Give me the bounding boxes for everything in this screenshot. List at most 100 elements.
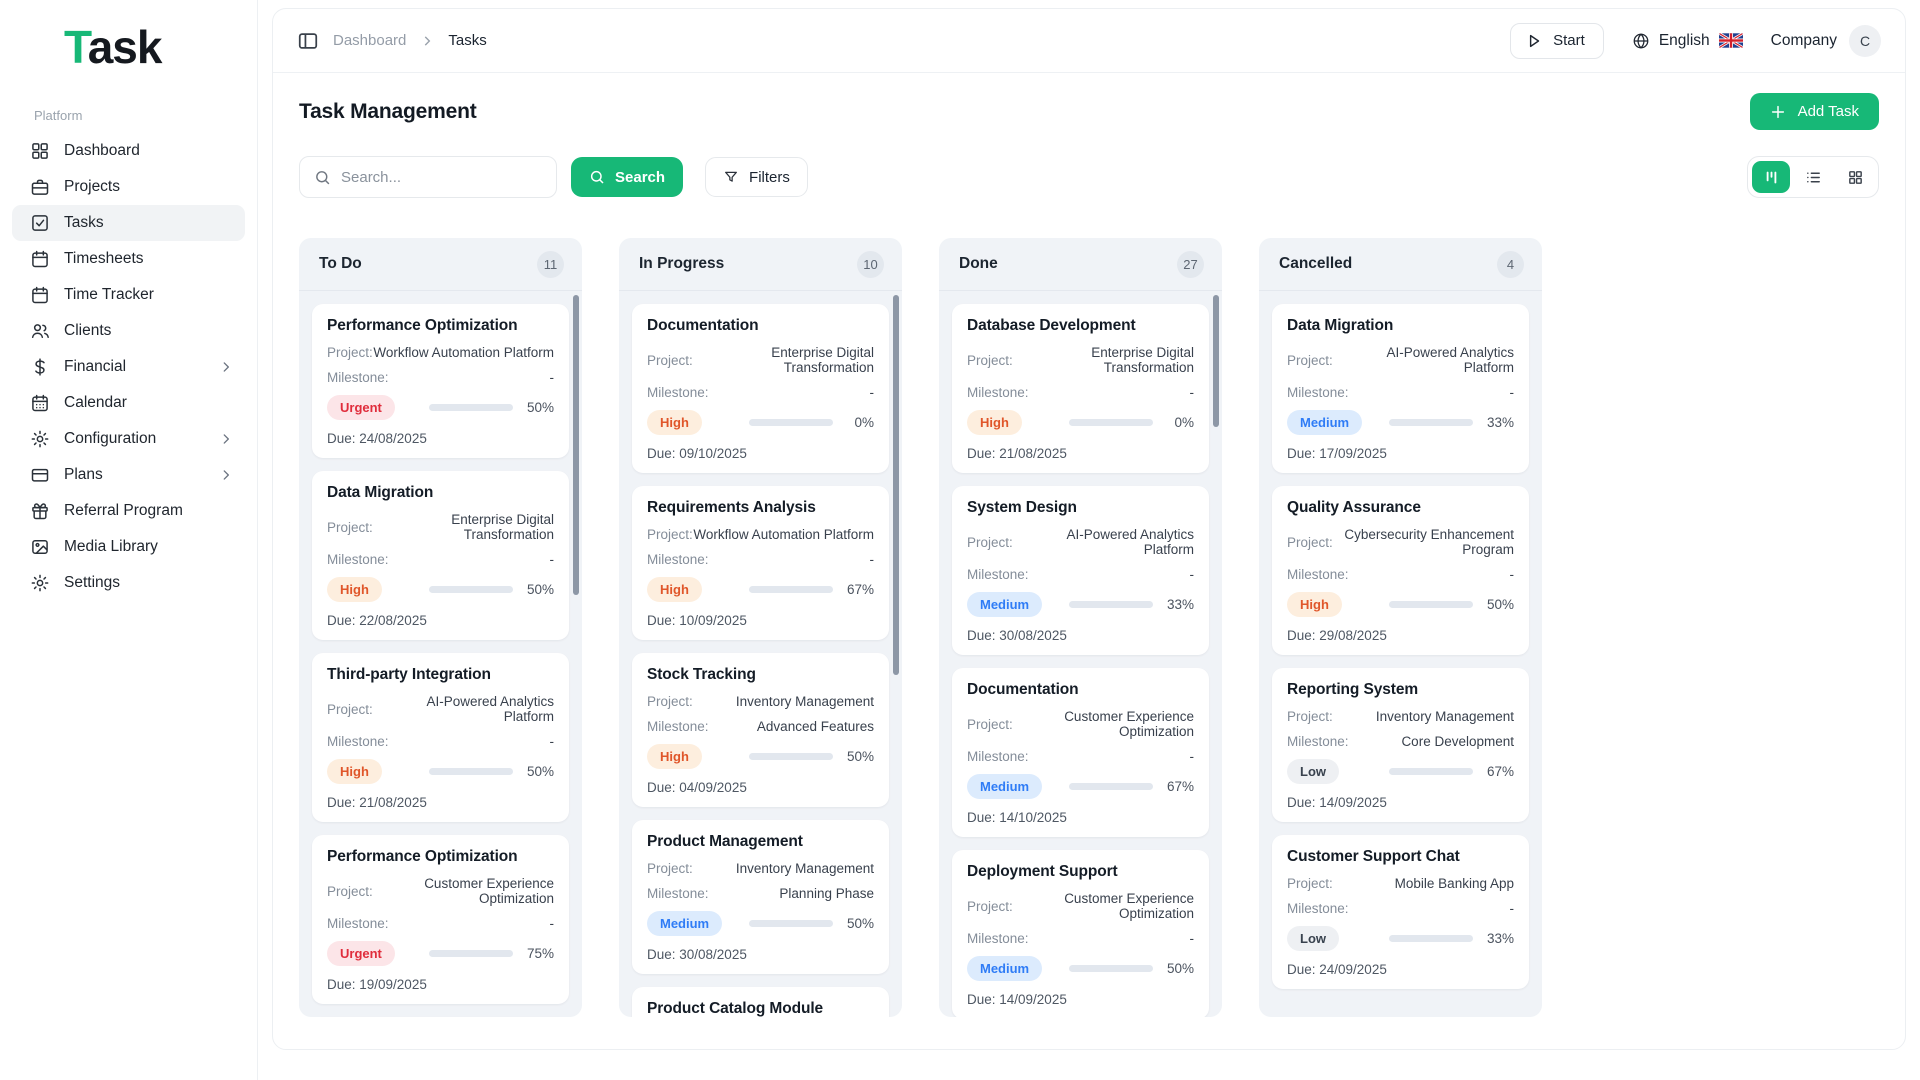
column-scrollbar-thumb[interactable] [893,295,899,675]
task-card-data-migration[interactable]: Data Migration Project: Enterprise Digit… [312,471,569,640]
search-button-label: Search [615,168,666,186]
task-card-system-design[interactable]: System Design Project: AI-Powered Analyt… [952,486,1209,655]
dashboard-icon [30,141,50,161]
chevron-right-icon [219,360,233,374]
sidebar-item-label: Referral Program [64,502,183,519]
sidebar-item-financial[interactable]: Financial [12,349,245,385]
progress: 33% [1389,415,1514,430]
task-card-performance-optimization[interactable]: Performance Optimization Project: Custom… [312,835,569,1004]
start-button-label: Start [1553,32,1585,49]
task-card-data-migration[interactable]: Data Migration Project: AI-Powered Analy… [1272,304,1529,473]
task-card-reporting-system[interactable]: Reporting System Project: Inventory Mana… [1272,668,1529,822]
sidebar-item-time-tracker[interactable]: Time Tracker [12,277,245,313]
milestone-row: Milestone: - [327,734,554,749]
priority-progress-row: High 50% [647,744,874,769]
progress-track [1069,419,1153,426]
add-task-button[interactable]: Add Task [1749,93,1879,130]
column-scrollbar-thumb[interactable] [1213,295,1219,427]
task-title: Data Migration [327,484,434,501]
milestone-row: Milestone: - [967,567,1194,582]
task-card-product-catalog-module[interactable]: Product Catalog Module Project: E-commer… [632,987,889,1017]
credit-card-icon [30,465,50,485]
sidebar-item-configuration[interactable]: Configuration [12,421,245,457]
project-row: Project: Inventory Management [647,694,874,709]
milestone-label: Milestone: [967,385,1029,400]
task-card-customer-support-chat[interactable]: Customer Support Chat Project: Mobile Ba… [1272,835,1529,989]
task-card-stock-tracking[interactable]: Stock Tracking Project: Inventory Manage… [632,653,889,807]
progress-track [749,586,833,593]
sidebar-nav: Dashboard Projects Tasks Timesheets Time… [12,133,245,601]
task-card-quality-assurance[interactable]: Quality Assurance Project: Cybersecurity… [1272,486,1529,655]
priority-badge: High [647,744,702,769]
priority-badge: Medium [967,956,1043,981]
task-card-product-management[interactable]: Product Management Project: Inventory Ma… [632,820,889,974]
task-card-third-party-integration[interactable]: Third-party Integration Project: AI-Powe… [312,653,569,822]
grid-icon [1847,169,1864,186]
progress-percent: 0% [854,415,874,430]
sidebar: Task Platform Dashboard Projects Tasks T… [0,0,258,1080]
list-view-button[interactable] [1794,161,1832,193]
column-scrollbar-thumb[interactable] [573,295,579,595]
kanban-board: To Do 11 Performance Optimization Projec… [299,238,1879,1017]
project-row: Project: Enterprise Digital Transformati… [967,345,1194,375]
sidebar-item-clients[interactable]: Clients [12,313,245,349]
milestone-row: Milestone: - [647,552,874,567]
milestone-value: - [549,734,555,749]
start-timer-button[interactable]: Start [1510,22,1604,59]
progress-track [429,950,513,957]
task-card-database-development[interactable]: Database Development Project: Enterprise… [952,304,1209,473]
column-header: In Progress 10 [619,238,902,291]
column-title: Cancelled [1279,255,1353,272]
company-menu[interactable]: Company C [1771,24,1881,57]
sidebar-item-calendar[interactable]: Calendar [12,385,245,421]
sidebar-item-media-library[interactable]: Media Library [12,529,245,565]
sidebar-item-tasks[interactable]: Tasks [12,205,245,241]
task-title: Reporting System [1287,681,1419,698]
sidebar-toggle-icon[interactable] [297,30,319,52]
column-title: Done [959,255,998,272]
kanban-view-button[interactable] [1752,161,1790,193]
sidebar-item-referral-program[interactable]: Referral Program [12,493,245,529]
task-title: Documentation [967,681,1079,698]
priority-badge: Urgent [327,941,395,966]
task-card-documentation[interactable]: Documentation Project: Customer Experien… [952,668,1209,837]
sidebar-item-plans[interactable]: Plans [12,457,245,493]
plus-icon [1770,104,1786,120]
project-label: Project: [967,534,1013,550]
priority-badge: Medium [967,592,1043,617]
task-title: Third-party Integration [327,666,491,683]
breadcrumb-parent[interactable]: Dashboard [333,32,407,49]
project-value: Inventory Management [1375,709,1514,724]
progress: 50% [749,749,874,764]
project-value: Workflow Automation Platform [373,345,554,360]
due-date: Due: 24/09/2025 [1287,962,1387,977]
task-title: Stock Tracking [647,666,756,683]
project-label: Project: [967,716,1013,732]
sidebar-item-projects[interactable]: Projects [12,169,245,205]
progress: 50% [1389,597,1514,612]
progress: 0% [749,415,874,430]
project-label: Project: [967,898,1013,914]
sidebar-item-dashboard[interactable]: Dashboard [12,133,245,169]
milestone-row: Milestone: - [1287,567,1514,582]
sidebar-item-timesheets[interactable]: Timesheets [12,241,245,277]
sidebar-item-settings[interactable]: Settings [12,565,245,601]
task-card-documentation[interactable]: Documentation Project: Enterprise Digita… [632,304,889,473]
task-card-performance-optimization[interactable]: Performance Optimization Project: Workfl… [312,304,569,458]
search-input[interactable] [341,168,542,186]
grid-view-button[interactable] [1836,161,1874,193]
gear-icon [30,429,50,449]
milestone-value: - [869,552,875,567]
task-card-deployment-support[interactable]: Deployment Support Project: Customer Exp… [952,850,1209,1017]
filters-button[interactable]: Filters [705,157,808,197]
language-selector[interactable]: English [1632,32,1743,50]
project-label: Project: [327,701,373,717]
column-count-badge: 4 [1497,250,1524,278]
project-label: Project: [327,883,373,899]
search-button[interactable]: Search [571,157,684,197]
priority-badge: High [327,759,382,784]
page-body: Task Management Add Task [273,73,1905,1049]
list-icon [1805,169,1822,186]
task-card-requirements-analysis[interactable]: Requirements Analysis Project: Workflow … [632,486,889,640]
task-title: Product Management [647,833,803,850]
